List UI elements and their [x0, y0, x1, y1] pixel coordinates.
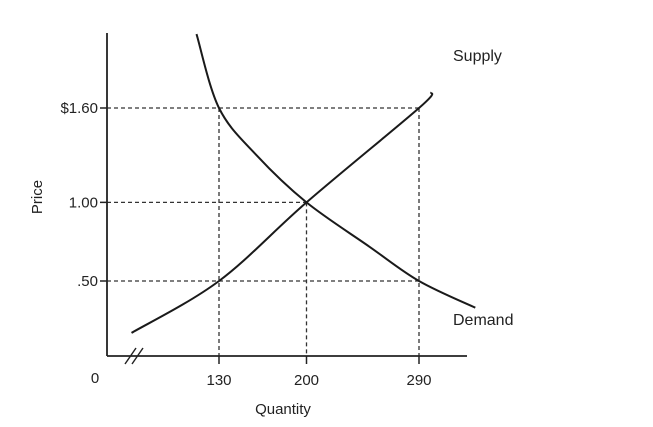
- supply-curve-label: Supply: [453, 48, 502, 65]
- demand-curve-label: Demand: [453, 312, 513, 329]
- x-tick-label: 290: [406, 372, 431, 389]
- axes: [106, 33, 467, 365]
- y-tick-label: 1.00: [69, 194, 98, 211]
- origin-label: 0: [91, 370, 99, 387]
- x-tick-label: 130: [206, 372, 231, 389]
- curves: [130, 33, 476, 334]
- dashed-guides: [107, 107, 420, 356]
- x-axis-label: Quantity: [255, 401, 311, 418]
- x-tick-label: 200: [294, 372, 319, 389]
- y-axis-label: Price: [29, 180, 46, 214]
- supply-curve: [130, 91, 434, 334]
- y-tick-label: $1.60: [60, 100, 98, 117]
- demand-curve: [195, 33, 476, 309]
- y-tick-label: .50: [77, 273, 98, 290]
- axis-break-mark: [124, 347, 144, 365]
- tick-labels: .50 1.00 $1.60 130 200 290: [60, 100, 431, 389]
